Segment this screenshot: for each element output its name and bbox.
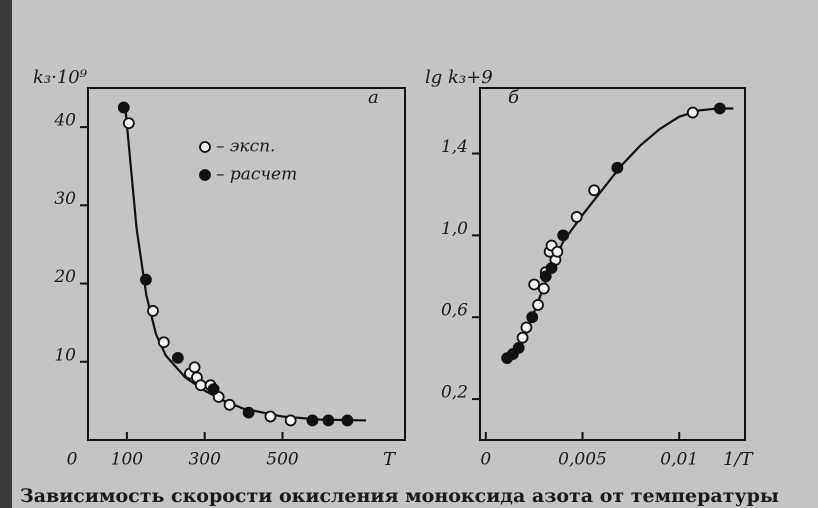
y-tick-label: 1,0	[441, 219, 468, 239]
plot-frame	[479, 87, 746, 441]
x-tick-label: 0	[480, 450, 491, 470]
x-axis-label: T	[383, 449, 397, 470]
x-tick-label: 0,005	[558, 450, 607, 470]
exp-point	[194, 379, 207, 392]
panel-label: а	[368, 87, 379, 108]
calc-point	[512, 342, 525, 354]
calc-point	[557, 229, 570, 242]
y-tick-label: 30	[54, 189, 76, 209]
calc-point	[207, 383, 220, 396]
exp-point	[264, 410, 277, 423]
calc-point	[322, 414, 335, 427]
legend-marker	[199, 169, 211, 181]
y-tick-label: 10	[54, 345, 76, 365]
x-tick-label: 300	[188, 450, 221, 470]
exp-point	[532, 299, 544, 311]
legend-label: – эксп.	[216, 137, 275, 157]
exp-point	[157, 336, 170, 349]
legend-marker	[199, 141, 211, 153]
exp-point	[528, 278, 541, 291]
calc-point	[545, 262, 558, 274]
exp-point	[147, 305, 159, 317]
y-axis-label: k₃·10⁹	[33, 67, 88, 88]
exp-point	[520, 321, 533, 334]
exp-point	[516, 331, 529, 344]
calc-point	[611, 161, 624, 174]
exp-point	[588, 184, 601, 197]
calc-point	[140, 273, 152, 286]
calc-point	[341, 414, 354, 427]
exp-point	[570, 211, 583, 223]
exp-point	[188, 361, 201, 374]
y-tick-label: 1,4	[441, 137, 468, 157]
calc-point	[713, 102, 726, 115]
x-tick-label: 100	[111, 450, 144, 470]
y-tick-label: 0,2	[441, 383, 468, 403]
calc-point	[171, 351, 184, 364]
exp-point	[537, 282, 550, 295]
exp-point	[551, 245, 564, 258]
calc-point	[117, 101, 130, 114]
calc-point	[306, 414, 319, 427]
x-tick-label: 500	[266, 450, 299, 470]
fit-curve	[123, 103, 367, 422]
x-axis-label: 1/T	[723, 449, 755, 470]
panel-label: б	[508, 87, 520, 108]
calc-point	[539, 270, 552, 283]
plot-frame	[87, 87, 406, 441]
x-tick-label: 0,01	[660, 450, 698, 470]
y-tick-label: 20	[53, 267, 76, 287]
exp-point	[223, 398, 236, 411]
exp-point	[686, 106, 699, 119]
page-edge	[0, 0, 12, 508]
caption: Зависимость скорости окисления моноксида…	[20, 485, 779, 507]
legend-label: – расчет	[216, 165, 297, 185]
calc-point	[526, 311, 539, 324]
exp-point	[122, 117, 135, 130]
x-tick-label: 0	[67, 450, 78, 470]
exp-point	[284, 414, 297, 427]
y-tick-label: 0,6	[441, 301, 468, 321]
y-axis-label: lg k₃+9	[425, 67, 493, 88]
y-tick-label: 40	[53, 111, 76, 131]
calc-point	[242, 406, 255, 419]
